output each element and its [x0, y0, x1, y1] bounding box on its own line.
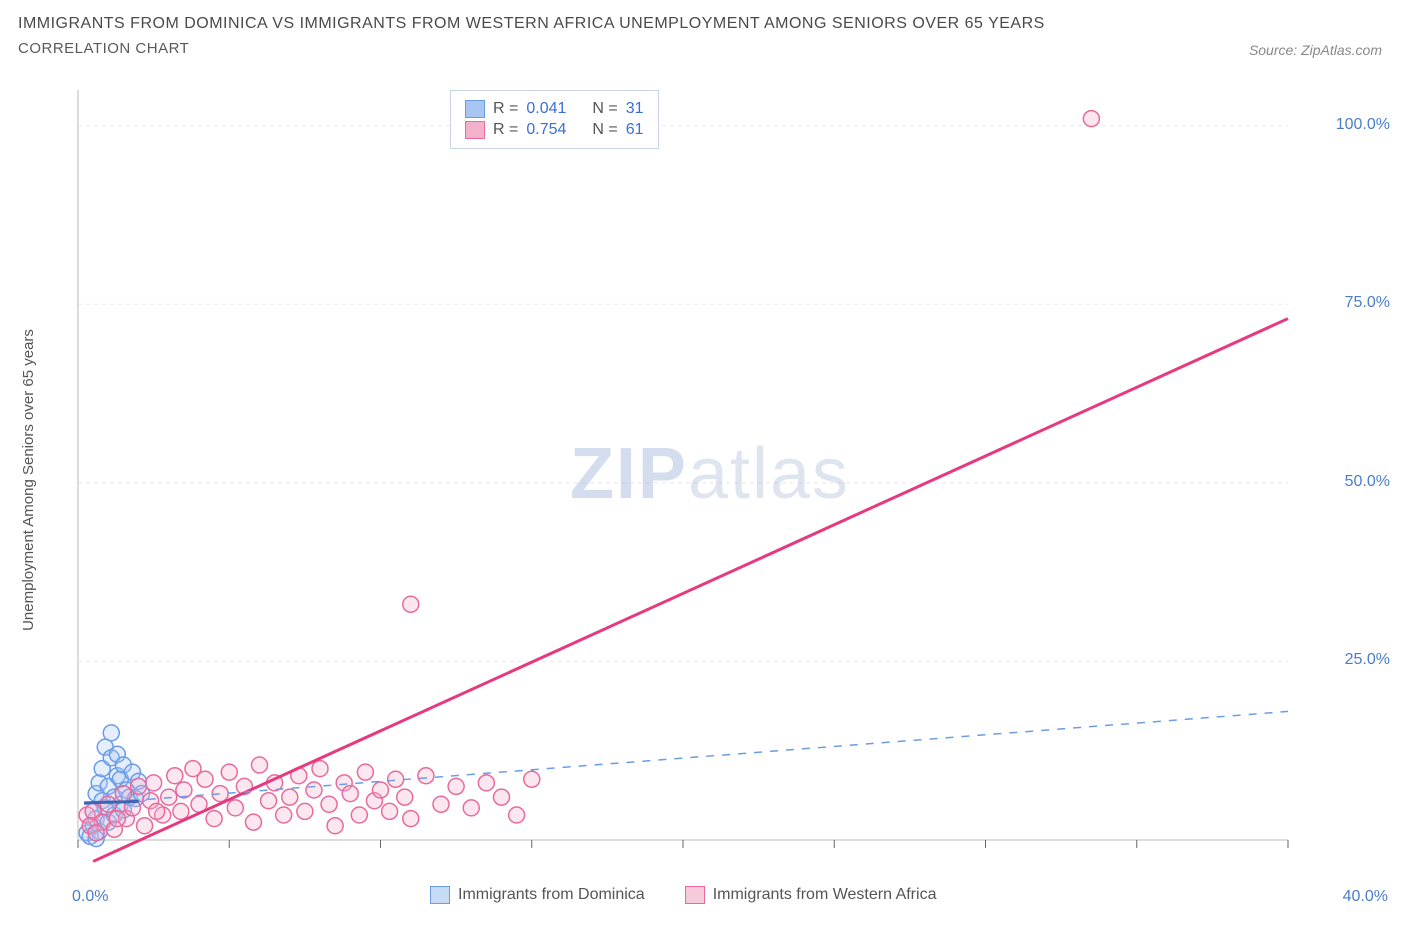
chart-title: IMMIGRANTS FROM DOMINICA VS IMMIGRANTS F… — [18, 12, 1388, 36]
chart-container: Unemployment Among Seniors over 65 years… — [30, 80, 1390, 900]
legend-r-value-0: 0.041 — [526, 100, 566, 118]
legend-item-western-africa: Immigrants from Western Africa — [685, 886, 937, 904]
legend-label-1: Immigrants from Western Africa — [713, 886, 937, 904]
y-tick-label: 25.0% — [1345, 651, 1390, 669]
scatter-plot — [68, 80, 1378, 880]
chart-subtitle: CORRELATION CHART — [18, 40, 1388, 57]
legend-item-dominica: Immigrants from Dominica — [430, 886, 645, 904]
swatch-western-africa — [465, 121, 485, 139]
swatch-dominica — [430, 886, 450, 904]
swatch-western-africa — [685, 886, 705, 904]
legend-n-label: N = — [592, 100, 617, 118]
correlation-legend: R = 0.041 N = 31 R = 0.754 N = 61 — [450, 90, 659, 149]
y-tick-label: 50.0% — [1345, 473, 1390, 491]
legend-label-0: Immigrants from Dominica — [458, 886, 645, 904]
series-legend: Immigrants from Dominica Immigrants from… — [430, 886, 936, 904]
x-tick-max: 40.0% — [1343, 888, 1388, 906]
legend-n-value-0: 31 — [626, 100, 644, 118]
legend-row-western-africa: R = 0.754 N = 61 — [465, 121, 644, 139]
source-attribution: Source: ZipAtlas.com — [1249, 42, 1382, 58]
legend-r-label: R = — [493, 100, 518, 118]
y-axis-label: Unemployment Among Seniors over 65 years — [20, 329, 37, 631]
y-tick-label: 100.0% — [1336, 116, 1390, 134]
x-tick-min: 0.0% — [72, 888, 108, 906]
legend-r-label: R = — [493, 121, 518, 139]
y-tick-label: 75.0% — [1345, 294, 1390, 312]
legend-row-dominica: R = 0.041 N = 31 — [465, 100, 644, 118]
swatch-dominica — [465, 100, 485, 118]
legend-n-label: N = — [592, 121, 617, 139]
legend-n-value-1: 61 — [626, 121, 644, 139]
legend-r-value-1: 0.754 — [526, 121, 566, 139]
